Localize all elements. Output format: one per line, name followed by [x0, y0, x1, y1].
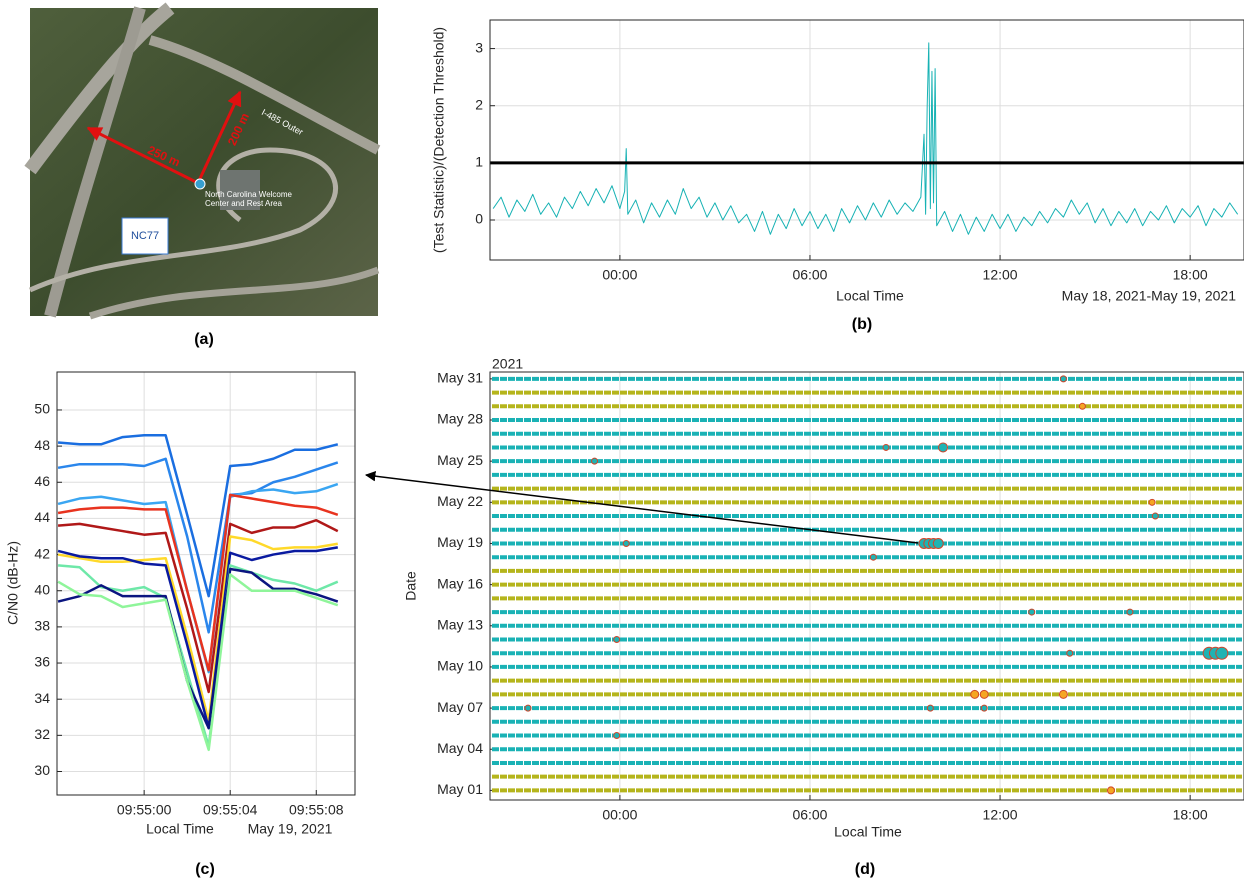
x-tick-label: 12:00	[983, 267, 1018, 283]
event-point	[1216, 647, 1228, 659]
map-panel: 250 m 200 m I-485 Outer North Carolina W…	[30, 8, 378, 316]
x-tick-label: 09:55:04	[203, 802, 258, 818]
date-label: May 18, 2021-May 19, 2021	[1062, 288, 1237, 304]
panel-label: (b)	[852, 316, 872, 333]
y-tick-label: 42	[34, 545, 50, 561]
y-tick-label: May 07	[437, 699, 483, 715]
event-point	[525, 705, 531, 711]
event-point	[1067, 650, 1073, 656]
y-tick-label: 50	[34, 401, 50, 417]
event-point	[1127, 609, 1133, 615]
event-point	[980, 690, 988, 698]
place-box: North Carolina Welcome Center and Rest A…	[205, 190, 295, 220]
y-tick-label: 44	[34, 509, 50, 525]
event-point	[614, 733, 620, 739]
plot-area	[490, 20, 1244, 260]
event-point	[981, 705, 987, 711]
event-point	[933, 538, 943, 548]
ylabel: (Test Statistic)/(Detection Threshold)	[431, 27, 447, 253]
y-tick-label: 3	[475, 39, 483, 55]
event-point	[927, 705, 933, 711]
event-point	[592, 458, 598, 464]
xlabel: Local Time	[146, 821, 214, 837]
y-tick-label: 34	[34, 690, 50, 706]
y-tick-label: 38	[34, 618, 50, 634]
y-tick-label: 32	[34, 726, 50, 742]
event-point	[870, 554, 876, 560]
x-tick-label: 06:00	[792, 807, 827, 823]
event-point	[1060, 376, 1066, 382]
route-label: NC77	[131, 230, 159, 242]
y-tick-label: May 04	[437, 740, 483, 756]
panel-label: (a)	[194, 331, 214, 348]
x-tick-label: 18:00	[1173, 267, 1208, 283]
y-tick-label: May 16	[437, 575, 483, 591]
event-point	[1079, 403, 1085, 409]
y-tick-label: 0	[475, 211, 483, 227]
y-tick-label: May 19	[437, 534, 483, 550]
event-point	[1059, 690, 1067, 698]
event-point	[1149, 499, 1155, 505]
y-tick-label: 30	[34, 762, 50, 778]
event-point	[883, 444, 889, 450]
ylabel: C/N0 (dB-Hz)	[5, 541, 21, 625]
figure: 250 m 200 m I-485 Outer North Carolina W…	[0, 0, 1244, 884]
y-tick-label: May 22	[437, 493, 483, 509]
ylabel: Date	[403, 571, 419, 601]
x-tick-label: 06:00	[792, 267, 827, 283]
y-tick-label: May 31	[437, 370, 483, 386]
x-tick-label: 09:55:08	[289, 802, 344, 818]
y-tick-label: May 25	[437, 452, 483, 468]
year-label: 2021	[492, 356, 523, 372]
xlabel: Local Time	[836, 288, 904, 304]
panel-label: (c)	[195, 861, 215, 878]
x-tick-label: 09:55:00	[117, 802, 172, 818]
y-tick-label: 46	[34, 473, 50, 489]
xlabel: Local Time	[834, 824, 902, 840]
place-marker	[195, 179, 205, 189]
x-tick-label: 18:00	[1173, 807, 1208, 823]
y-tick-label: May 28	[437, 411, 483, 427]
y-tick-label: 1	[475, 154, 483, 170]
y-tick-label: May 13	[437, 616, 483, 632]
event-point	[623, 540, 629, 546]
x-tick-label: 00:00	[602, 807, 637, 823]
y-tick-label: May 10	[437, 658, 483, 674]
y-tick-label: 36	[34, 654, 50, 670]
event-point	[1029, 609, 1035, 615]
event-point	[939, 443, 948, 452]
date-label: May 19, 2021	[248, 821, 333, 837]
y-tick-label: 48	[34, 437, 50, 453]
y-tick-label: May 01	[437, 781, 483, 797]
y-tick-label: 40	[34, 581, 50, 597]
y-tick-label: 2	[475, 96, 483, 112]
event-point	[614, 637, 620, 643]
panel-label: (d)	[855, 861, 875, 878]
x-tick-label: 12:00	[983, 807, 1018, 823]
event-point	[1107, 787, 1114, 794]
event-point	[971, 690, 979, 698]
x-tick-label: 00:00	[602, 267, 637, 283]
place-label: North Carolina Welcome Center and Rest A…	[205, 190, 295, 208]
event-point	[1152, 513, 1158, 519]
